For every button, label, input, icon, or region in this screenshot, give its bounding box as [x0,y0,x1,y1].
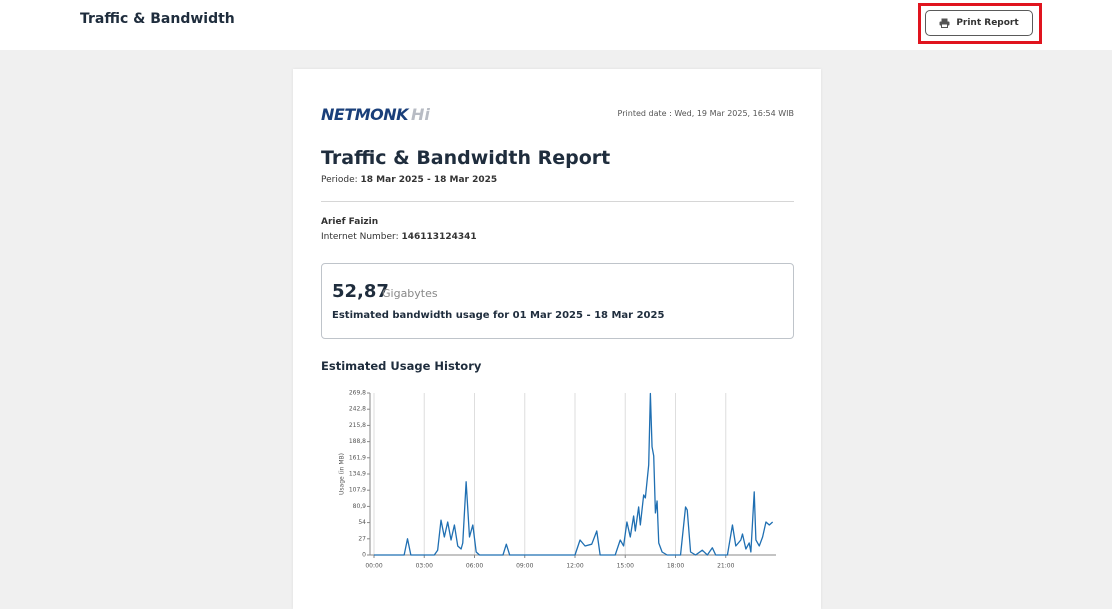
report-card: NETMONK Hi Printed date : Wed, 19 Mar 20… [293,69,821,609]
page-title: Traffic & Bandwidth [80,11,235,27]
report-title: Traffic & Bandwidth Report [321,147,611,169]
logo-suffix: Hi [411,105,430,124]
top-bar: Traffic & Bandwidth Print Report [0,0,1112,50]
usage-unit: Gigabytes [382,287,438,300]
history-title: Estimated Usage History [321,359,482,373]
period: Periode: 18 Mar 2025 - 18 Mar 2025 [321,175,497,185]
internet-number-label: Internet Number: [321,232,399,242]
internet-number: Internet Number: 146113124341 [321,232,477,242]
period-label: Periode: [321,175,358,185]
internet-number-value: 146113124341 [401,232,477,242]
logo: NETMONK [321,105,409,124]
print-button[interactable]: Print Report [925,10,1033,36]
printer-icon [939,18,950,28]
period-value: 18 Mar 2025 - 18 Mar 2025 [360,175,498,185]
focus-highlight [918,3,1042,44]
printed-date: Printed date : Wed, 19 Mar 2025, 16:54 W… [617,109,794,118]
usage-description: Estimated bandwidth usage for 01 Mar 202… [332,310,665,321]
print-button-label[interactable]: Print Report [956,18,1019,28]
customer-name: Arief Faizin [321,217,379,227]
divider [321,201,794,202]
usage-box: 52,87 Gigabytes Estimated bandwidth usag… [321,263,794,339]
usage-value: 52,87 [332,281,389,302]
